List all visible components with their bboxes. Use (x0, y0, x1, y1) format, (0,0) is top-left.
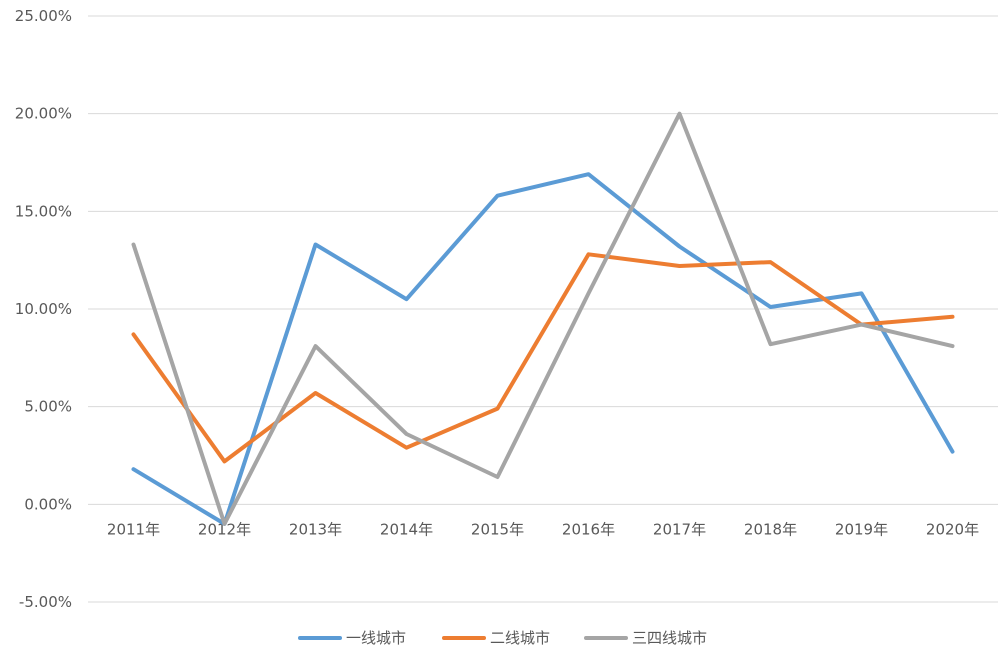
y-tick-label: 15.00% (15, 202, 72, 220)
series-line-0 (131, 172, 955, 526)
x-tick-label: 2017年 (653, 520, 706, 538)
legend-label-0: 一线城市 (346, 629, 406, 647)
y-tick-label: 20.00% (15, 105, 72, 123)
y-tick-label: -5.00% (19, 593, 72, 611)
legend-label-2: 三四线城市 (632, 629, 707, 647)
x-axis-ticks: 2011年 2012年 2013年 2014年 2015年 2016年 2017年 2018年… (107, 520, 979, 538)
x-tick-label: 2011年 (107, 520, 160, 538)
x-tick-label: 2013年 (289, 520, 342, 538)
series-lines (131, 111, 955, 526)
x-tick-label: 2018年 (744, 520, 797, 538)
gridlines (88, 15, 998, 603)
legend-label-1: 二线城市 (490, 629, 550, 647)
y-tick-label: 25.00% (15, 7, 72, 25)
x-tick-label: 2014年 (380, 520, 433, 538)
x-tick-label: 2012年 (198, 520, 251, 538)
y-tick-label: 0.00% (24, 495, 72, 513)
legend: 一线城市 二线城市 三四线城市 (298, 629, 707, 647)
x-tick-label: 2016年 (562, 520, 615, 538)
x-tick-label: 2019年 (835, 520, 888, 538)
y-tick-label: 10.00% (15, 300, 72, 318)
x-tick-label: 2020年 (926, 520, 979, 538)
x-tick-label: 2015年 (471, 520, 524, 538)
y-tick-label: 5.00% (24, 398, 72, 416)
series-line-1 (131, 252, 955, 464)
series-line-2 (131, 111, 955, 526)
y-axis-ticks: -5.00% 0.00% 5.00% 10.00% 15.00% 20.00% 25.00% (15, 7, 72, 611)
